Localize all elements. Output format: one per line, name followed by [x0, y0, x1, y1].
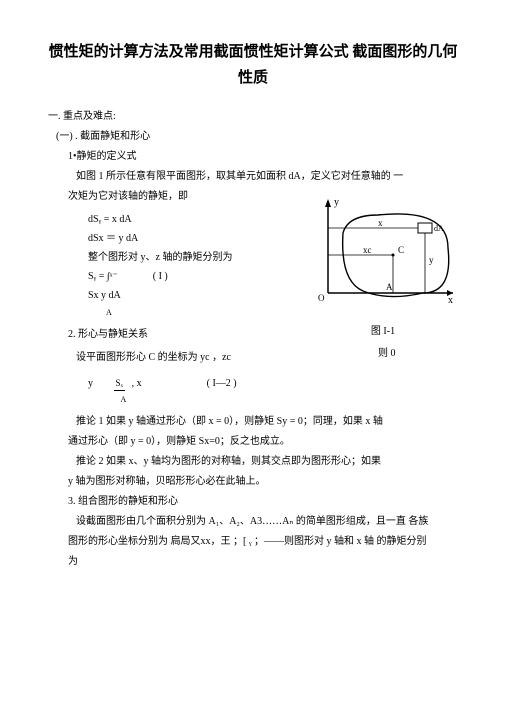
formula-text: Sx y dA — [88, 290, 121, 301]
section-1-1-2: 2. 形心与静矩关系 — [68, 327, 308, 343]
paragraph: 整个图形对 y、z 轴的静矩分别为 — [88, 250, 302, 266]
paragraph: 为 — [68, 554, 458, 570]
paragraph: 推论 2 如果 x、y 轴均为图形的对称轴，则其交点即为图形形心；如果 — [76, 454, 458, 470]
formula-numerator: Sₓ — [114, 376, 126, 391]
formula: dSx ＝ y dA — [88, 231, 302, 247]
section-1-1: (一) . 截面静矩和形心 — [56, 129, 458, 145]
section-1: 一. 重点及难点: — [48, 109, 458, 125]
formula: Sx y dA — [88, 288, 302, 304]
svg-text:A: A — [386, 282, 393, 292]
paragraph: 如图 1 所示任意有限平面图形，取其单元如面积 dA，定义它对任意轴的 一 — [76, 169, 458, 185]
svg-text:xc: xc — [363, 245, 372, 255]
axis-y-label: y — [334, 197, 339, 208]
page-title: 惯性矩的计算方法及常用截面惯性矩计算公式 截面图形的几何性质 — [48, 40, 458, 91]
paragraph: 设平面图形形心 C 的坐标为 yc ，zc — [76, 350, 378, 366]
formula: y Sₓ , x ( I—2 ) A — [88, 376, 458, 408]
svg-text:O: O — [318, 293, 325, 303]
svg-text:dA: dA — [434, 224, 444, 233]
svg-text:y: y — [429, 255, 434, 265]
formula-tag: ( I ) — [153, 271, 168, 282]
figure-1: y x dA xc C y O A x — [308, 193, 458, 313]
svg-text:x: x — [378, 218, 383, 228]
section-1-1-1: 1•静矩的定义式 — [68, 149, 458, 165]
formula-text: A — [106, 308, 112, 317]
formula: dSᵧ = x dA — [88, 212, 302, 228]
formula-tag: ( I—2 ) — [207, 378, 237, 389]
paragraph: 通过形心（即 y = 0），则静矩 Sx=0；反之也成立。 — [68, 434, 458, 450]
paragraph: 图形的形心坐标分别为 扃局又xx，王 ；[ ᵧ ；——则图形对 y 轴和 x 轴… — [68, 534, 458, 550]
section-1-1-3: 3. 组合图形的静矩和形心 — [68, 494, 458, 510]
paragraph: 设截面图形由几个面积分别为 A₁、A₂、A3……Aₙ 的简单图形组成，且一直 各… — [76, 514, 458, 530]
figure-caption: 图 I-1 — [308, 324, 458, 340]
formula: A — [88, 305, 302, 321]
paragraph: y 轴为图形对称轴，贝昭形形心必在此轴上。 — [68, 474, 458, 490]
formula: Sᵧ = ∫ˣ⁻ ( I ) — [88, 269, 302, 285]
text: 则 0 — [378, 346, 458, 362]
formula-text: , x — [132, 378, 142, 389]
axis-x-label: x — [448, 295, 453, 306]
paragraph: 推论 1 如果 y 轴通过形心（即 x = 0），则静矩 Sy = 0；同理，如… — [76, 414, 458, 430]
svg-text:C: C — [398, 245, 404, 255]
formula-text: y — [88, 378, 93, 389]
formula-text: Sᵧ = ∫ˣ⁻ — [88, 271, 118, 282]
formula-denominator: A — [121, 395, 127, 404]
